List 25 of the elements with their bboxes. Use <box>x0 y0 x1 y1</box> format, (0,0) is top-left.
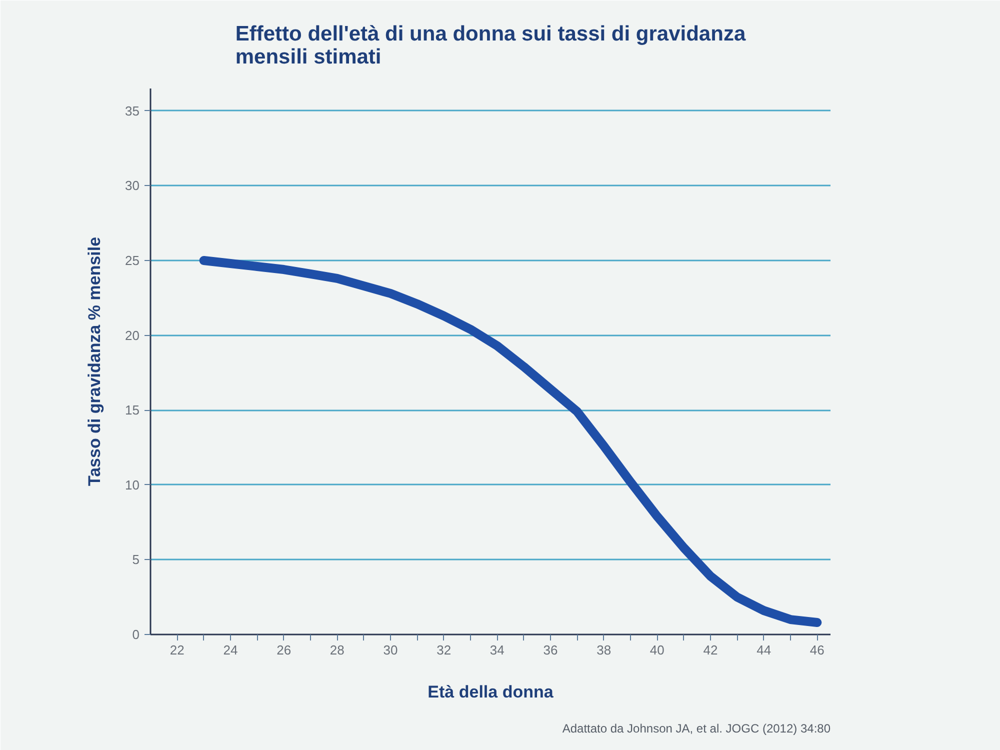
x-tick-label: 38 <box>596 642 612 658</box>
x-tick-label: 30 <box>383 642 398 658</box>
x-tick-label: 42 <box>703 642 718 658</box>
x-tick-label: 28 <box>330 642 344 658</box>
x-tick-label: 24 <box>223 642 238 658</box>
y-tick-label: 0 <box>132 627 140 642</box>
x-axis-title: Età della donna <box>428 682 554 702</box>
y-tick-label: 30 <box>125 178 140 194</box>
x-tick-label: 34 <box>490 642 504 658</box>
chart-title: Effetto dell'età di una donna sui tassi di gravidanza mensili stimati <box>235 22 746 68</box>
x-tick-label: 26 <box>276 642 292 658</box>
x-tick-label: 40 <box>650 642 664 658</box>
y-tick-label: 20 <box>125 328 140 343</box>
y-axis-title: Tasso di gravidanza % mensile <box>85 236 104 486</box>
x-tick-label: 36 <box>543 642 558 658</box>
y-tick-label: 15 <box>125 402 140 418</box>
y-tick-label: 10 <box>125 477 140 492</box>
y-tick-label: 35 <box>125 103 140 118</box>
x-tick-label: 32 <box>436 642 452 658</box>
x-tick-label: 22 <box>170 642 184 658</box>
x-tick-label: 46 <box>810 642 824 658</box>
y-tick-label: 25 <box>125 253 140 268</box>
text: Adattato da Johnson JA, et al. JOGC (2012) 34:80 <box>562 722 831 736</box>
x-tick-label: 44 <box>756 642 772 658</box>
y-tick-label: 5 <box>132 552 140 568</box>
